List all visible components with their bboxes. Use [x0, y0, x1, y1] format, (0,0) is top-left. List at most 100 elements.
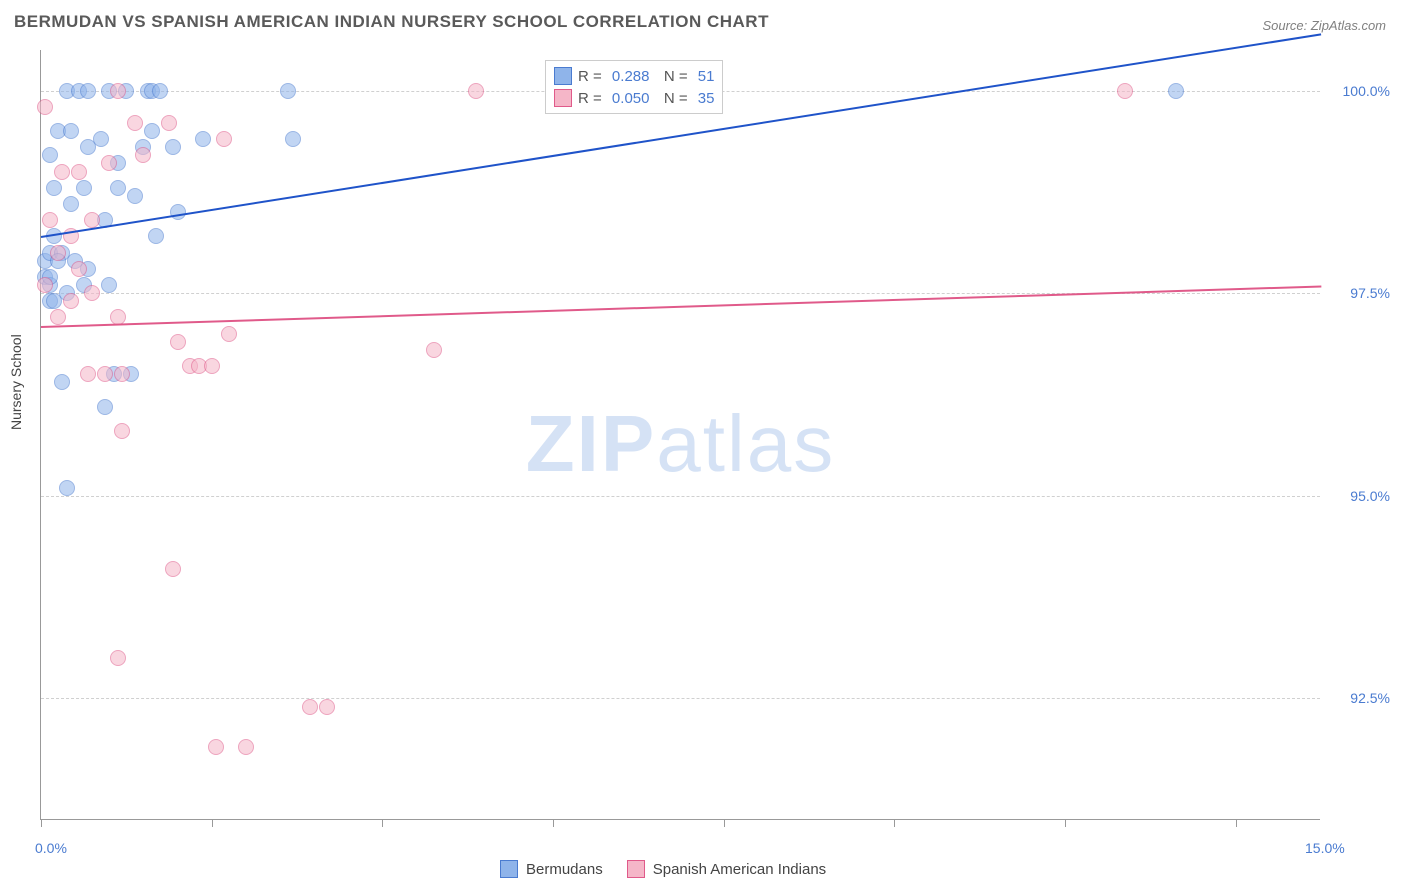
y-tick-label: 92.5%	[1330, 690, 1390, 706]
scatter-point	[63, 293, 79, 309]
scatter-point	[50, 309, 66, 325]
scatter-point	[114, 366, 130, 382]
x-tick	[382, 819, 383, 827]
legend-label: Spanish American Indians	[653, 861, 826, 878]
x-tick	[212, 819, 213, 827]
bottom-legend-item: Spanish American Indians	[627, 860, 826, 878]
stats-n-label: N =	[655, 90, 687, 107]
y-tick-label: 100.0%	[1330, 83, 1390, 99]
scatter-point	[161, 115, 177, 131]
stats-r-label: R =	[578, 68, 602, 85]
scatter-point	[80, 366, 96, 382]
scatter-point	[144, 123, 160, 139]
scatter-point	[426, 342, 442, 358]
scatter-point	[285, 131, 301, 147]
source-label: Source: ZipAtlas.com	[1262, 18, 1386, 33]
scatter-point	[208, 739, 224, 755]
y-tick-label: 95.0%	[1330, 488, 1390, 504]
scatter-point	[59, 480, 75, 496]
legend-swatch	[500, 860, 518, 878]
scatter-point	[127, 115, 143, 131]
scatter-point	[101, 277, 117, 293]
scatter-point	[148, 228, 164, 244]
stats-legend-row: R = 0.288 N = 51	[554, 65, 714, 87]
scatter-point	[127, 188, 143, 204]
scatter-point	[46, 180, 62, 196]
watermark-bold: ZIP	[526, 399, 656, 488]
bottom-legend-item: Bermudans	[500, 860, 603, 878]
stats-r-value: 0.288	[608, 68, 650, 85]
scatter-point	[152, 83, 168, 99]
watermark-light: atlas	[656, 399, 835, 488]
x-tick	[1065, 819, 1066, 827]
scatter-point	[302, 699, 318, 715]
scatter-point	[110, 180, 126, 196]
trend-line	[41, 285, 1321, 328]
x-tick	[1236, 819, 1237, 827]
scatter-point	[37, 99, 53, 115]
legend-label: Bermudans	[526, 861, 603, 878]
stats-n-label: N =	[655, 68, 687, 85]
scatter-point	[50, 245, 66, 261]
scatter-point	[101, 155, 117, 171]
gridline-h	[41, 496, 1320, 497]
chart-container: BERMUDAN VS SPANISH AMERICAN INDIAN NURS…	[0, 0, 1406, 892]
x-tick-label: 15.0%	[1305, 840, 1345, 856]
scatter-point	[54, 374, 70, 390]
plot-area: ZIPatlas 92.5%95.0%97.5%100.0%	[40, 50, 1320, 820]
stats-legend-row: R = 0.050 N = 35	[554, 87, 714, 109]
scatter-point	[165, 139, 181, 155]
stats-legend: R = 0.288 N = 51R = 0.050 N = 35	[545, 60, 723, 114]
x-tick	[724, 819, 725, 827]
scatter-point	[80, 83, 96, 99]
stats-n-value: 51	[694, 68, 715, 85]
watermark: ZIPatlas	[526, 398, 835, 490]
legend-swatch	[554, 89, 572, 107]
scatter-point	[238, 739, 254, 755]
scatter-point	[165, 561, 181, 577]
scatter-point	[93, 131, 109, 147]
scatter-point	[195, 131, 211, 147]
x-tick	[41, 819, 42, 827]
scatter-point	[170, 204, 186, 220]
scatter-point	[280, 83, 296, 99]
scatter-point	[1168, 83, 1184, 99]
scatter-point	[204, 358, 220, 374]
scatter-point	[71, 261, 87, 277]
scatter-point	[97, 399, 113, 415]
scatter-point	[54, 164, 70, 180]
y-tick-label: 97.5%	[1330, 285, 1390, 301]
scatter-point	[84, 285, 100, 301]
x-tick	[553, 819, 554, 827]
scatter-point	[71, 164, 87, 180]
legend-swatch	[554, 67, 572, 85]
scatter-point	[1117, 83, 1133, 99]
gridline-h	[41, 698, 1320, 699]
scatter-point	[63, 196, 79, 212]
scatter-point	[42, 212, 58, 228]
scatter-point	[97, 366, 113, 382]
scatter-point	[319, 699, 335, 715]
scatter-point	[221, 326, 237, 342]
scatter-point	[37, 277, 53, 293]
chart-title: BERMUDAN VS SPANISH AMERICAN INDIAN NURS…	[14, 12, 769, 32]
scatter-point	[110, 650, 126, 666]
scatter-point	[42, 147, 58, 163]
scatter-point	[84, 212, 100, 228]
y-axis-title: Nursery School	[8, 334, 24, 430]
scatter-point	[216, 131, 232, 147]
scatter-point	[135, 147, 151, 163]
stats-r-label: R =	[578, 90, 602, 107]
bottom-legend: Bermudans Spanish American Indians	[500, 860, 826, 878]
scatter-point	[170, 334, 186, 350]
stats-n-value: 35	[694, 90, 715, 107]
x-tick	[894, 819, 895, 827]
scatter-point	[468, 83, 484, 99]
scatter-point	[110, 83, 126, 99]
stats-r-value: 0.050	[608, 90, 650, 107]
legend-swatch	[627, 860, 645, 878]
scatter-point	[114, 423, 130, 439]
scatter-point	[63, 123, 79, 139]
x-tick-label: 0.0%	[35, 840, 67, 856]
scatter-point	[76, 180, 92, 196]
